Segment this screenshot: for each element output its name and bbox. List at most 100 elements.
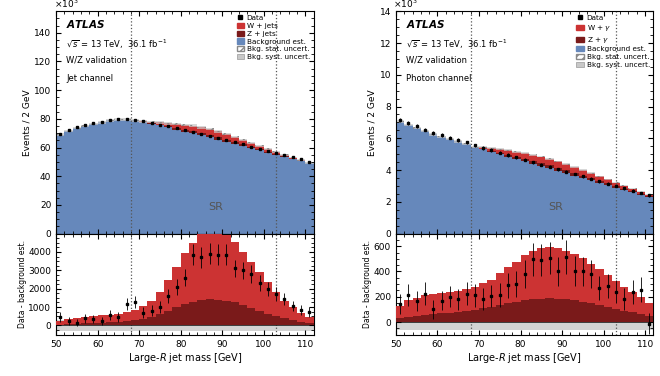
Bar	[206, 138, 214, 233]
Bar	[570, 166, 579, 168]
Bar	[512, 151, 521, 153]
Bar	[487, 151, 496, 152]
Bar	[612, 186, 620, 188]
Bar	[189, 133, 197, 233]
Bar	[222, 133, 230, 135]
Bar	[521, 255, 529, 300]
Bar	[206, 299, 214, 326]
Bar	[404, 123, 412, 126]
Bar	[545, 165, 554, 168]
Bar	[487, 280, 496, 307]
Bar	[529, 164, 537, 233]
Bar	[587, 178, 595, 180]
Bar	[172, 307, 181, 326]
Bar	[579, 169, 587, 171]
Bar	[247, 147, 255, 148]
Bar	[288, 157, 297, 158]
Bar	[297, 159, 306, 161]
Bar	[562, 173, 570, 233]
Bar	[471, 287, 479, 309]
Bar	[81, 125, 89, 127]
Bar	[529, 299, 537, 322]
Bar	[98, 121, 106, 124]
Bar	[479, 284, 487, 308]
Bar	[396, 122, 404, 233]
Bar	[306, 317, 314, 323]
Bar	[147, 121, 156, 123]
Bar	[181, 124, 189, 126]
Bar	[139, 120, 147, 123]
Bar	[230, 144, 239, 233]
Bar	[288, 158, 297, 159]
Bar	[496, 273, 504, 305]
Bar	[412, 128, 421, 233]
Bar	[396, 318, 404, 322]
Bar	[114, 119, 123, 120]
Bar	[562, 163, 570, 165]
Bar	[570, 300, 579, 322]
Bar	[147, 301, 156, 317]
Bar	[156, 125, 164, 233]
Bar	[239, 139, 247, 141]
Bar	[570, 167, 579, 173]
Bar	[164, 127, 172, 233]
Text: Photon channel: Photon channel	[407, 74, 472, 82]
Bar	[255, 311, 264, 326]
Bar	[612, 182, 620, 183]
Bar	[255, 149, 264, 150]
Bar	[89, 123, 98, 124]
Bar	[645, 303, 653, 315]
Bar	[587, 303, 595, 322]
Bar	[587, 173, 595, 174]
Bar	[197, 233, 206, 300]
Text: $\sqrt{s}$ = 13 TeV,  36.1 fb$^{-1}$: $\sqrt{s}$ = 13 TeV, 36.1 fb$^{-1}$	[407, 38, 508, 52]
Bar	[504, 150, 512, 151]
Bar	[280, 154, 288, 156]
Bar	[222, 140, 230, 142]
Bar	[463, 144, 471, 233]
Legend: Data, W + $\gamma$, Z + $\gamma$, Background est., Bkg. stat. uncert., Bkg. syst: Data, W + $\gamma$, Z + $\gamma$, Backgr…	[575, 14, 651, 70]
Bar	[206, 129, 214, 130]
Bar	[537, 156, 545, 163]
Bar	[521, 152, 529, 154]
Bar	[620, 287, 628, 311]
Bar	[496, 305, 504, 322]
Bar	[89, 124, 98, 233]
Bar	[620, 189, 628, 190]
Bar	[537, 156, 545, 158]
Bar	[496, 154, 504, 233]
Bar	[172, 130, 181, 233]
Bar	[521, 153, 529, 159]
Bar	[628, 188, 637, 189]
Bar	[239, 140, 247, 144]
Bar	[81, 126, 89, 233]
Bar	[404, 317, 412, 322]
Bar	[628, 191, 637, 192]
Bar	[264, 153, 272, 233]
Bar	[56, 134, 65, 135]
Bar	[280, 155, 288, 156]
Bar	[147, 122, 156, 123]
Bar	[147, 121, 156, 123]
Bar	[537, 299, 545, 322]
Bar	[645, 196, 653, 197]
Bar	[272, 155, 280, 233]
Bar	[247, 262, 255, 308]
Bar	[454, 141, 463, 142]
Bar	[479, 146, 487, 148]
Bar	[247, 142, 255, 143]
Bar	[603, 183, 612, 185]
Bar	[197, 135, 206, 233]
Bar	[239, 139, 247, 140]
Bar	[73, 127, 81, 129]
Bar	[164, 123, 172, 124]
Bar	[56, 321, 65, 324]
Bar	[123, 118, 131, 121]
Bar	[645, 315, 653, 322]
Bar	[446, 138, 454, 139]
Bar	[446, 313, 454, 322]
Bar	[628, 189, 637, 191]
Bar	[504, 303, 512, 322]
Bar	[139, 123, 147, 233]
Bar	[139, 306, 147, 319]
